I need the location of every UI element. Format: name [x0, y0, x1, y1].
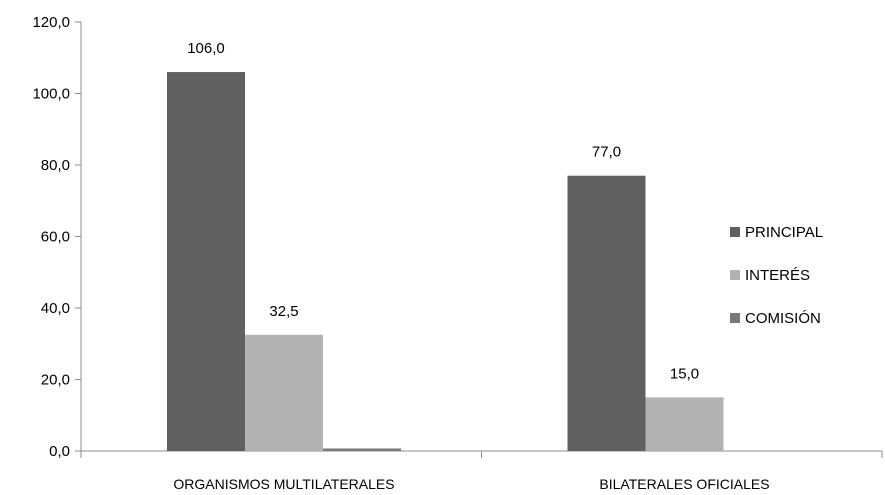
data-label: 77,0: [592, 144, 621, 161]
data-label: 106,0: [187, 40, 225, 57]
y-tick-label: 40,0: [41, 300, 70, 317]
legend-label: INTERÉS: [745, 267, 810, 284]
bar-principal: [567, 175, 646, 451]
y-tick-label: 0,0: [49, 443, 70, 460]
legend: PRINCIPAL INTERÉS COMISIÓN: [730, 224, 823, 327]
y-axis: 0,0 20,0 40,0 60,0 80,0 100,0 120,0: [32, 14, 82, 460]
y-tick-label: 120,0: [32, 14, 70, 31]
bar-principal: [167, 72, 245, 452]
legend-label: COMISIÓN: [745, 310, 821, 327]
legend-label: PRINCIPAL: [745, 224, 823, 241]
y-tick-label: 80,0: [41, 157, 70, 174]
legend-swatch: [730, 227, 740, 237]
category-label: ORGANISMOS MULTILATERALES: [173, 476, 394, 492]
bar-comisión: [323, 448, 401, 451]
data-labels: 106,0 32,5 77,0 15,0: [187, 40, 699, 382]
data-label: 32,5: [269, 303, 298, 320]
y-tick-label: 20,0: [41, 372, 70, 389]
bars: [167, 72, 724, 452]
data-label: 15,0: [670, 365, 699, 382]
x-axis: ORGANISMOS MULTILATERALES BILATERALES OFI…: [80, 450, 883, 492]
legend-swatch: [730, 313, 740, 323]
bar-interés: [245, 334, 323, 451]
y-tick-label: 100,0: [32, 86, 70, 103]
legend-swatch: [730, 270, 740, 280]
y-tick-label: 60,0: [41, 229, 70, 246]
bar-interés: [645, 397, 724, 451]
category-label: BILATERALES OFICIALES: [599, 476, 769, 492]
